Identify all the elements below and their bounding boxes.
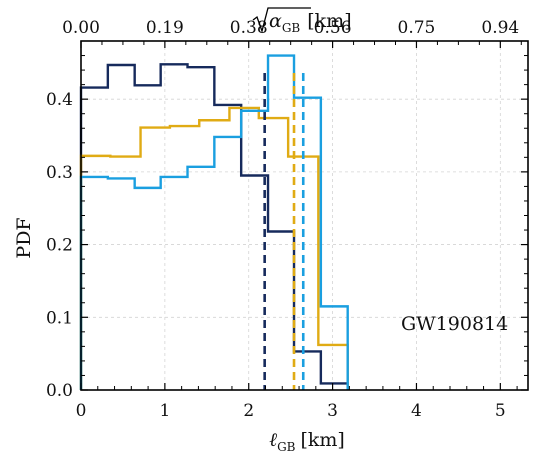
histogram-series-2: [79, 106, 349, 390]
top-axis-symbol: α: [269, 10, 282, 32]
y-tick-label: 0.4: [46, 90, 73, 110]
median-lines: [263, 73, 305, 390]
y-tick-label: 0.3: [46, 163, 73, 183]
top-tick-label: 0.00: [62, 18, 100, 38]
top-axis-label: αGB [km]: [269, 10, 352, 35]
axis-ticks: [80, 41, 528, 391]
histogram-series: [79, 54, 349, 390]
x-axis-unit: [km]: [300, 429, 344, 451]
histogram-series-3: [79, 54, 349, 390]
sqrt-sign: [252, 7, 311, 34]
top-tick-label: 0.56: [314, 18, 352, 38]
histogram-series-1: [79, 63, 349, 390]
top-axis-unit: [km]: [307, 10, 351, 32]
annotation-label: GW190814: [401, 313, 508, 335]
top-tick-label: 0.38: [230, 18, 268, 38]
x-tick-label: 2: [243, 401, 254, 421]
x-tick-label: 5: [495, 401, 506, 421]
x-axis-symbol: ℓ: [269, 429, 277, 451]
x-tick-label: 3: [327, 401, 338, 421]
y-tick-label: 0.1: [46, 308, 73, 328]
top-axis-title: αGB [km]: [252, 7, 352, 35]
tick-labels: 0 1 2 3 4 5 0.0 0.1 0.2 0.3 0.4 0.00 0.19 0.38 0.56 0.7…: [46, 18, 519, 421]
x-tick-label: 4: [411, 401, 422, 421]
top-tick-label: 0.75: [398, 18, 436, 38]
x-tick-label: 1: [159, 401, 170, 421]
y-axis-title: PDF: [13, 217, 35, 258]
y-tick-label: 0.2: [46, 236, 73, 256]
top-tick-label: 0.19: [146, 18, 184, 38]
top-axis-subscript: GB: [282, 21, 301, 35]
top-tick-label: 0.94: [481, 18, 519, 38]
x-axis-title: ℓGB [km]: [269, 429, 345, 454]
y-tick-label: 0.0: [46, 381, 73, 401]
x-tick-label: 0: [76, 401, 87, 421]
x-axis-subscript: GB: [277, 440, 296, 454]
